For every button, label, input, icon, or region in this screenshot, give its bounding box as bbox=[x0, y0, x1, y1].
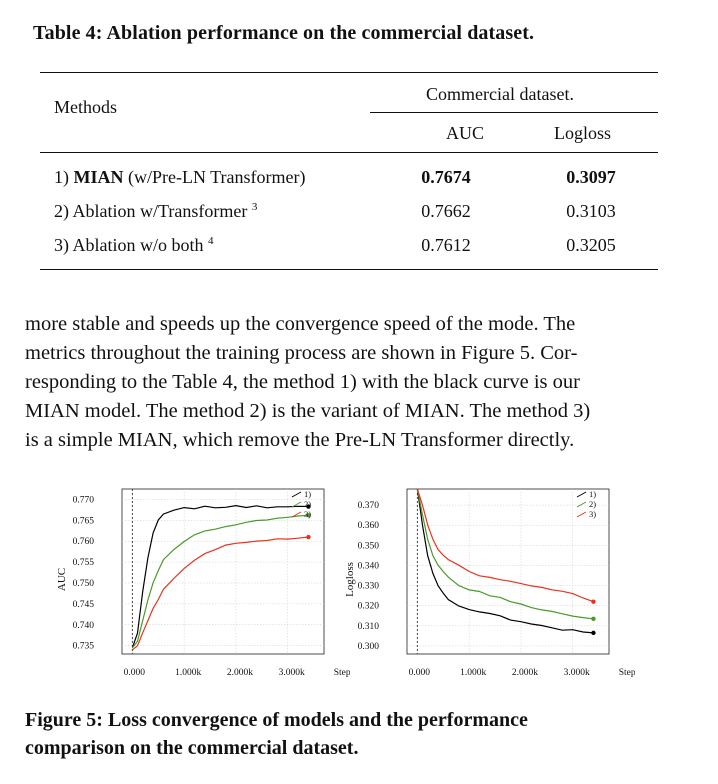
figure-caption: Figure 5: Loss convergence of models and… bbox=[25, 706, 705, 762]
y-tick-label: 0.745 bbox=[73, 600, 95, 610]
table-sub-rule bbox=[370, 112, 658, 113]
series-end-marker-3 bbox=[591, 599, 596, 604]
paragraph-line: is a simple MIAN, which remove the Pre-L… bbox=[25, 429, 575, 451]
y-tick-label: 0.300 bbox=[358, 642, 380, 652]
y-axis-label: AUC bbox=[56, 568, 68, 591]
series-end-marker-1 bbox=[306, 504, 311, 509]
legend-label: 3) bbox=[304, 509, 311, 519]
table-row-3-method: 3) Ablation w/o both 4 bbox=[54, 235, 214, 256]
y-tick-label: 0.320 bbox=[358, 602, 380, 612]
y-tick-label: 0.370 bbox=[358, 501, 380, 511]
series-end-marker-2 bbox=[591, 616, 596, 621]
legend-label: 1) bbox=[304, 489, 311, 499]
table-row-2-logloss: 0.3103 bbox=[566, 201, 616, 221]
x-tick-label: 3.000k bbox=[564, 668, 590, 678]
figure-caption-line: comparison on the commercial dataset. bbox=[25, 737, 359, 759]
table-row-2-method: 2) Ablation w/Transformer 3 bbox=[54, 201, 257, 222]
row-num: 3) bbox=[54, 235, 73, 255]
y-tick-label: 0.770 bbox=[73, 495, 95, 505]
legend-swatch bbox=[576, 501, 587, 508]
y-tick-label: 0.750 bbox=[73, 579, 95, 589]
x-tick-label: 2.000k bbox=[512, 668, 538, 678]
table-bottom-rule bbox=[40, 269, 658, 270]
legend-swatch bbox=[291, 491, 302, 498]
x-tick-label: 2.000k bbox=[227, 668, 253, 678]
y-tick-label: 0.755 bbox=[73, 558, 95, 568]
legend-swatch bbox=[291, 501, 302, 508]
logloss-chart: 0.300 0.310 0.320 0.330 0.340 0.350 0.360 0.370… bbox=[344, 488, 635, 678]
row-name: Ablation w/Transformer bbox=[72, 201, 252, 221]
y-tick-label: 0.330 bbox=[358, 582, 380, 592]
x-axis-label: Steps bbox=[334, 668, 350, 678]
row-footnote: 3 bbox=[251, 201, 258, 213]
table-caption: Table 4: Ablation performance on the com… bbox=[33, 22, 535, 44]
series-end-marker-3 bbox=[306, 534, 311, 540]
body-paragraph: more stable and speeds up the convergenc… bbox=[25, 310, 685, 455]
y-tick-label: 0.350 bbox=[358, 541, 380, 551]
series-end-marker-1 bbox=[591, 630, 596, 636]
auc-chart: 0.735 0.740 0.745 0.750 0.755 0.760 0.765 0.770… bbox=[56, 488, 350, 678]
header-methods: Methods bbox=[54, 97, 117, 117]
paragraph-line: more stable and speeds up the convergenc… bbox=[25, 313, 576, 335]
x-tick-label: 1.000k bbox=[175, 668, 201, 678]
y-tick-label: 0.360 bbox=[358, 521, 380, 531]
plot-frame bbox=[406, 488, 610, 655]
plot-frame bbox=[121, 488, 325, 655]
table-mid-rule bbox=[40, 152, 658, 153]
y-tick-label: 0.765 bbox=[73, 516, 95, 526]
table-row-3-logloss: 0.3205 bbox=[566, 235, 616, 255]
header-logloss: Logloss bbox=[554, 123, 612, 143]
x-axis-label: Steps bbox=[619, 668, 635, 678]
legend-label: 2) bbox=[589, 499, 596, 509]
legend-swatch bbox=[291, 511, 302, 518]
legend-swatch bbox=[576, 491, 587, 498]
row-footnote: 4 bbox=[208, 235, 214, 247]
series-line-3 bbox=[132, 536, 309, 651]
table-row-1-method: 1) MIAN (w/Pre-LN Transformer) bbox=[54, 167, 305, 188]
y-tick-label: 0.340 bbox=[358, 561, 380, 571]
row-name: Ablation w/o both bbox=[72, 235, 209, 255]
paragraph-line: MIAN model. The method 2) is the variant… bbox=[25, 400, 591, 422]
series-end-marker-2 bbox=[306, 513, 311, 518]
series-line-1 bbox=[131, 504, 309, 648]
legend-label: 3) bbox=[589, 509, 596, 519]
table-row-1-logloss: 0.3097 bbox=[566, 167, 616, 187]
y-tick-label: 0.760 bbox=[73, 537, 95, 547]
row-name: (w/Pre-LN Transformer) bbox=[123, 167, 306, 187]
y-tick-label: 0.310 bbox=[358, 622, 380, 632]
x-tick-label: 0.000 bbox=[409, 668, 431, 678]
header-auc: AUC bbox=[446, 123, 485, 143]
y-tick-label: 0.735 bbox=[73, 642, 95, 652]
row-name-bold: MIAN bbox=[73, 167, 124, 187]
paragraph-line: metrics throughout the training process … bbox=[25, 342, 578, 364]
series-line-1 bbox=[416, 488, 594, 634]
series-line-2 bbox=[416, 488, 594, 620]
row-num: 1) bbox=[54, 167, 74, 187]
y-tick-label: 0.740 bbox=[73, 621, 95, 631]
x-tick-label: 1.000k bbox=[460, 668, 486, 678]
header-group: Commercial dataset. bbox=[426, 84, 574, 104]
legend-swatch bbox=[576, 511, 587, 518]
legend-label: 2) bbox=[304, 499, 311, 509]
paragraph-line: responding to the Table 4, the method 1)… bbox=[25, 371, 580, 393]
series-line-2 bbox=[131, 514, 309, 649]
row-num: 2) bbox=[54, 201, 73, 221]
y-axis-label: Logloss bbox=[344, 562, 356, 597]
x-tick-label: 3.000k bbox=[279, 668, 305, 678]
legend-label: 1) bbox=[589, 489, 596, 499]
table-row-3-auc: 0.7612 bbox=[421, 235, 471, 255]
figure-caption-line: Figure 5: Loss convergence of models and… bbox=[25, 709, 528, 731]
table-top-rule bbox=[40, 72, 658, 73]
table-row-1-auc: 0.7674 bbox=[421, 167, 471, 187]
series-line-3 bbox=[416, 488, 594, 603]
x-tick-label: 0.000 bbox=[124, 668, 146, 678]
table-row-2-auc: 0.7662 bbox=[421, 201, 471, 221]
